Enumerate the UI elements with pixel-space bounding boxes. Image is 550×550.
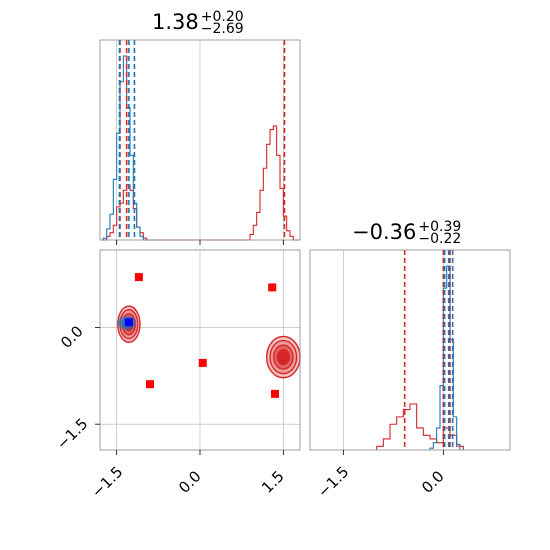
- hist-blue-series: [429, 265, 461, 450]
- param1-title-plus: +0.20: [200, 9, 244, 25]
- param2-title-median: −0.36: [352, 220, 417, 244]
- panel-frame: [309, 249, 511, 451]
- hist-blue-series: [100, 55, 150, 241]
- point-red: [134, 273, 143, 282]
- param2-title: −0.36 +0.39 −0.22: [352, 219, 462, 247]
- point-red: [268, 283, 277, 292]
- hist-red-series: [376, 403, 464, 450]
- param1-title-median: 1.38: [152, 10, 199, 34]
- param2-title-plus: +0.39: [418, 219, 462, 235]
- histogram-param2-panel: [309, 249, 511, 455]
- histogram-param1-panel: [99, 39, 301, 245]
- density-contour-red: [276, 348, 291, 366]
- param1-title: 1.38 +0.20 −2.69: [152, 9, 244, 37]
- point-red: [146, 380, 154, 389]
- param2-title-minus: −0.22: [418, 231, 462, 247]
- point-red: [198, 358, 207, 367]
- point-red: [271, 389, 279, 398]
- point-blue: [124, 318, 133, 327]
- scatter-2d-panel: [95, 249, 301, 455]
- param1-title-minus: −2.69: [200, 21, 244, 37]
